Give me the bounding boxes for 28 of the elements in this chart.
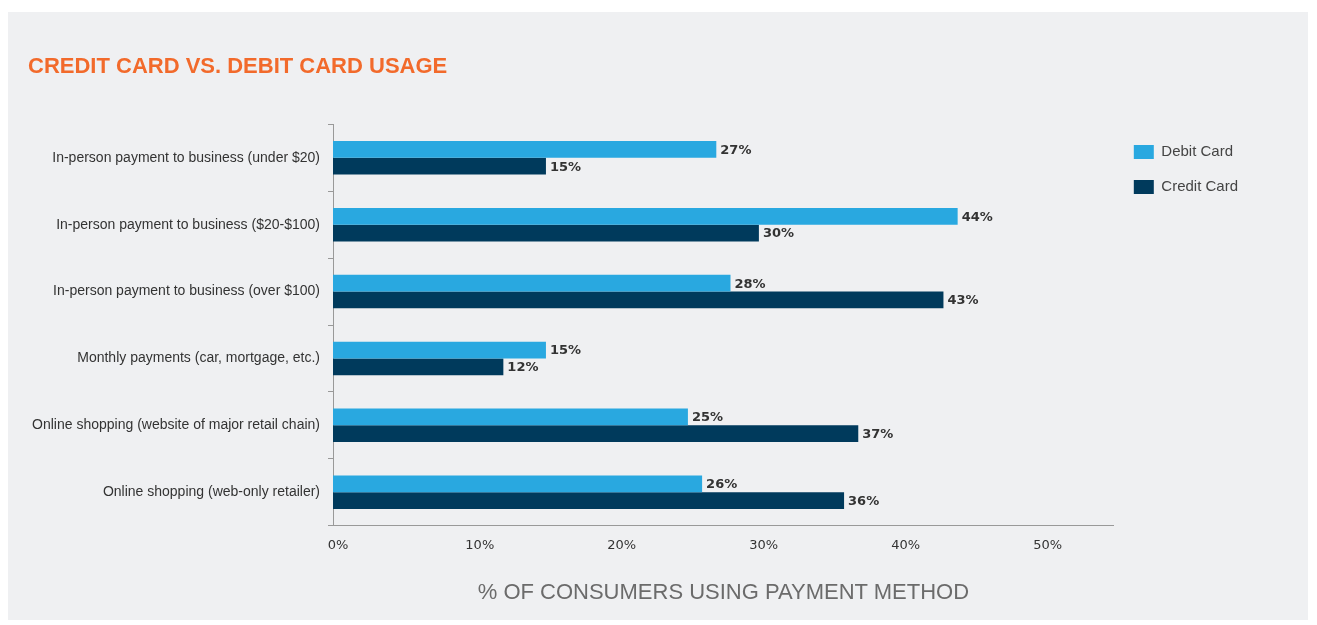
x-tick-label: 40% [891, 537, 921, 553]
y-tick-label: In-person payment to business (over $100) [53, 282, 320, 299]
data-label: 44% [961, 208, 993, 224]
data-label: 15% [549, 342, 582, 358]
x-tick-label: 30% [749, 537, 779, 553]
y-tick-label: Online shopping (website of major retail chain) [32, 416, 320, 433]
chart-title: CREDIT CARD VS. DEBIT CARD USAGE [28, 53, 448, 79]
x-tick-label: 10% [465, 537, 495, 553]
x-tick-label: 0% [327, 537, 349, 553]
data-label: 25% [691, 409, 724, 425]
legend-label: Credit Card [1161, 177, 1239, 195]
data-label: 37% [862, 426, 894, 442]
data-label: 27% [720, 141, 752, 157]
y-tick-label: Monthly payments (car, mortgage, etc.) [77, 349, 320, 366]
data-label: 30% [762, 225, 795, 241]
y-tick-label: In-person payment to business ($20-$100) [56, 215, 320, 232]
x-tick-label: 20% [607, 537, 637, 553]
data-label: 28% [734, 275, 766, 291]
data-label: 43% [947, 292, 979, 308]
data-label: 26% [706, 476, 738, 492]
data-label: 15% [549, 158, 582, 174]
x-axis-title: % OF CONSUMERS USING PAYMENT METHOD [477, 578, 970, 604]
legend-label: Debit Card [1161, 142, 1234, 160]
data-label: 12% [507, 359, 539, 375]
data-label: 36% [848, 492, 880, 508]
y-tick-label: Online shopping (web-only retailer) [102, 483, 320, 500]
x-tick-label: 50% [1033, 537, 1063, 553]
y-tick-label: In-person payment to business (under $20) [52, 148, 320, 165]
